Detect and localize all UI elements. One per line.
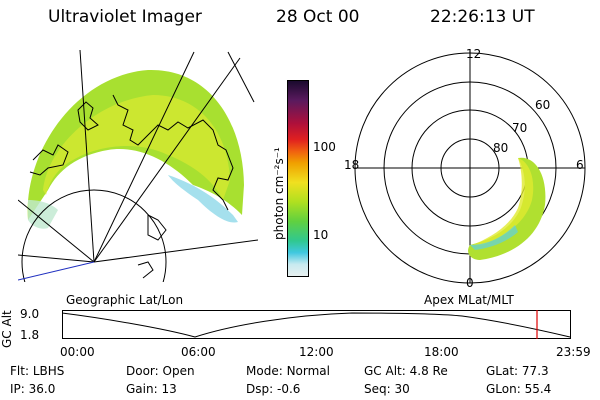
polar-plot: [354, 52, 586, 284]
time-tick-00: 00:00: [60, 345, 95, 359]
colorbar-tick-100: 100: [313, 140, 336, 154]
time-tick-12: 12:00: [299, 345, 334, 359]
time-tick-2359: 23:59: [556, 345, 591, 359]
mlat-label-80: 80: [493, 141, 509, 155]
mlt-label-6: 6: [576, 158, 584, 172]
status-dsp: Dsp: -0.6: [246, 382, 301, 396]
polar-plot-label: Apex MLat/MLT: [424, 293, 514, 307]
time-display: 22:26:13 UT: [430, 7, 535, 27]
date-display: 28 Oct 00: [276, 7, 360, 27]
graticule-circle: [21, 189, 167, 282]
altitude-axis-label: GC Alt: [0, 310, 14, 348]
mlt-label-18: 18: [344, 158, 360, 172]
altitude-plot: [62, 310, 571, 339]
mlat-label-60: 60: [535, 98, 551, 112]
geo-map-label: Geographic Lat/Lon: [66, 293, 184, 307]
colorbar: [287, 80, 309, 277]
geo-map-panel: [18, 50, 258, 282]
status-gc-alt: GC Alt: 4.8 Re: [364, 364, 448, 378]
status-glon: GLon: 55.4: [486, 382, 552, 396]
status-mode: Mode: Normal: [246, 364, 330, 378]
aurora-band-geo-inner: [43, 95, 230, 200]
time-tick-18: 18:00: [424, 345, 459, 359]
altitude-tick-high: 9.0: [20, 307, 40, 321]
colorbar-tick-10: 10: [313, 228, 329, 242]
mlat-label-70: 70: [512, 121, 528, 135]
altitude-tick-low: 1.8: [20, 328, 40, 342]
status-ip: IP: 36.0: [10, 382, 56, 396]
status-seq: Seq: 30: [364, 382, 410, 396]
coastline: [112, 94, 234, 211]
status-gain: Gain: 13: [126, 382, 177, 396]
altitude-curve: [62, 312, 571, 338]
app-title: Ultraviolet Imager: [48, 7, 202, 27]
status-flt: Flt: LBHS: [10, 364, 65, 378]
mlt-label-12: 12: [466, 47, 482, 61]
time-tick-06: 06:00: [181, 345, 216, 359]
colorbar-unit-label: photon cm⁻²s⁻¹: [272, 147, 286, 240]
status-door: Door: Open: [126, 364, 195, 378]
status-glat: GLat: 77.3: [486, 364, 549, 378]
mlt-label-0: 0: [466, 276, 474, 290]
